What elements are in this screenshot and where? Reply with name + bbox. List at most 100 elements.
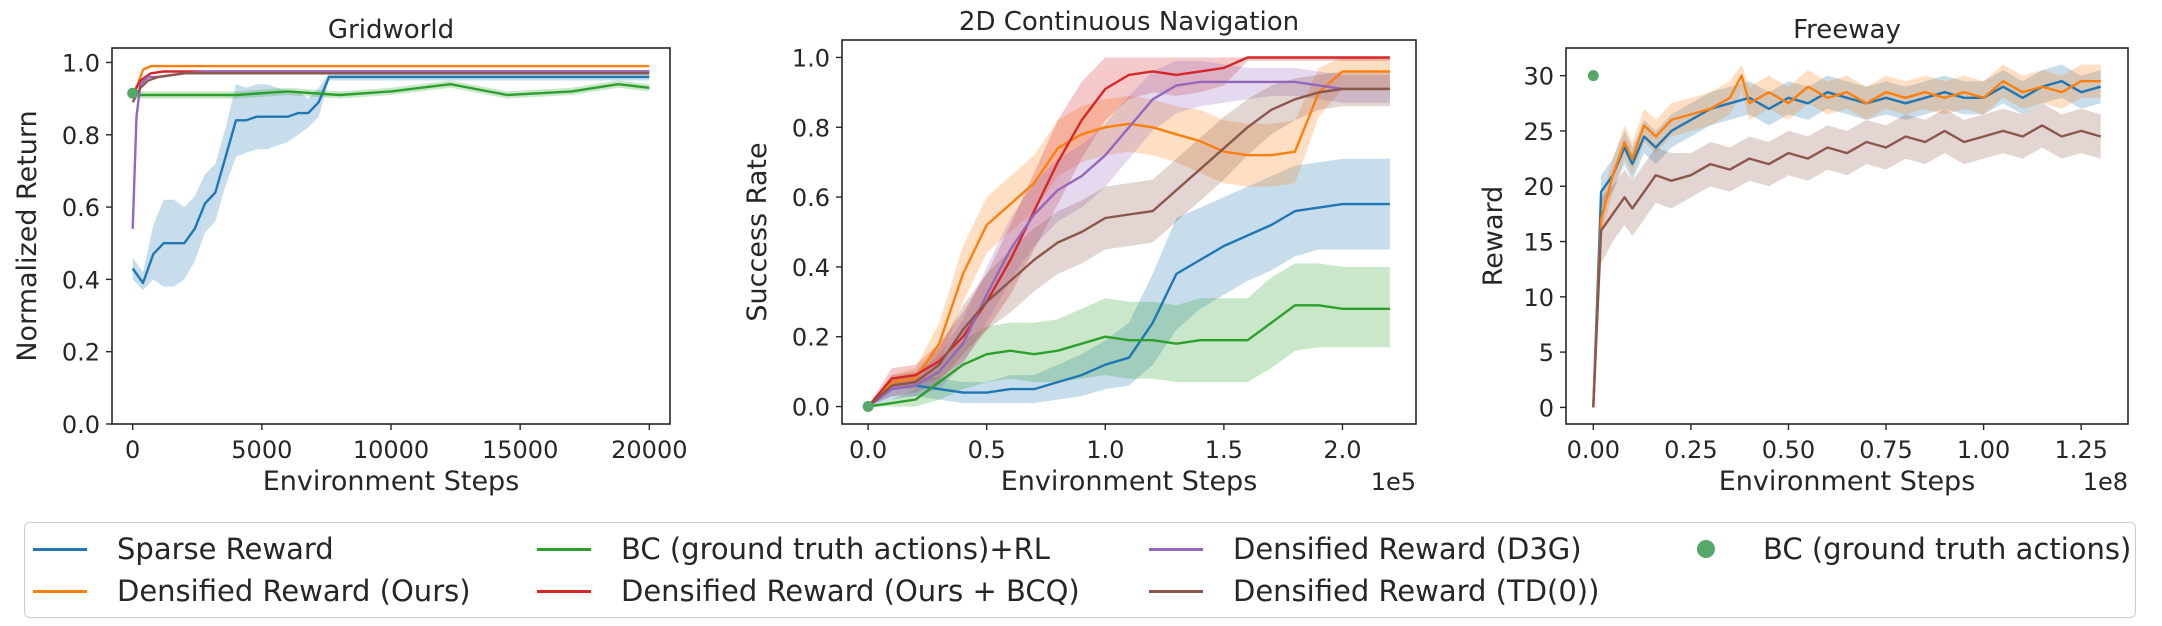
legend-entry-bc-ground-truth: BC (ground truth actions): [1679, 529, 2131, 569]
y-tick-label: 5: [1539, 339, 1554, 367]
legend-swatch: [1149, 589, 1203, 593]
y-tick-label: 0.0: [792, 394, 830, 422]
x-tick-label: 0.00: [1567, 436, 1620, 464]
line-bc-ground-truth-actions-rl: [867, 304, 1390, 408]
y-tick-label: 0.6: [62, 194, 100, 222]
line-densified-reward-d3g: [867, 80, 1390, 408]
y-tick-label: 0.0: [62, 411, 100, 439]
y-tick-label: 30: [1523, 63, 1554, 91]
line-densified-reward-ours: [867, 70, 1390, 408]
legend-swatch: [1149, 547, 1203, 551]
legend-label: Densified Reward (D3G): [1233, 532, 1582, 566]
legend-swatch: [33, 547, 87, 551]
line-densified-reward-ours: [1592, 74, 2101, 408]
axes-frame: [1565, 47, 2129, 425]
y-tick-label: 0.4: [792, 254, 830, 282]
line-densified-reward-td-0: [867, 87, 1390, 408]
chart-title: 2D Continuous Navigation: [959, 7, 1299, 37]
point-bc-ground-truth-actions: [127, 87, 139, 99]
chart-title: Gridworld: [328, 15, 454, 45]
band-sparse-reward: [868, 158, 1390, 407]
legend-label: BC (ground truth actions)+RL: [621, 532, 1050, 566]
legend-label: Sparse Reward: [117, 532, 334, 566]
x-tick-label: 0.25: [1664, 436, 1717, 464]
legend-swatch: [537, 547, 591, 551]
line-sparse-reward: [867, 202, 1390, 408]
x-axis-label: Environment Steps: [1719, 466, 1976, 497]
line-densified-reward-ours-bcq: [867, 56, 1390, 408]
chart-title: Freeway: [1793, 15, 1901, 45]
legend-entry-densified-reward-d3g: Densified Reward (D3G): [1149, 529, 1582, 569]
band-densified-reward-td-0: [1593, 103, 2101, 408]
x-tick-label: 20000: [611, 436, 687, 464]
chart-gridworld: 0 5000 10000 15000 20000 0.0 0.2 0.4 0.6 0.8 1.0 Gr…: [12, 15, 688, 497]
y-axis-label: Success Rate: [742, 142, 773, 321]
x-tick-label: 0.0: [849, 436, 887, 464]
y-tick-label: 1.0: [62, 49, 100, 77]
y-tick-label: 0.4: [62, 266, 100, 294]
legend-dot: [1697, 540, 1715, 558]
legend-label: Densified Reward (TD(0)): [1233, 574, 1600, 608]
line-sparse-reward: [131, 75, 650, 285]
y-tick-label: 15: [1523, 229, 1554, 257]
x-axis-offset-label: 1e8: [2083, 468, 2128, 496]
y-tick-label: 0.6: [792, 184, 830, 212]
chart-2d-continuous-navigation: 0.0 0.5 1.0 1.5 2.0 0.0 0.2 0.4 0.6 0.8 1.0 2D Cont…: [742, 7, 1417, 497]
legend-entry-bc-ground-truth-rl: BC (ground truth actions)+RL: [537, 529, 1050, 569]
legend-label: BC (ground truth actions): [1763, 532, 2132, 566]
line-bc-ground-truth-actions-rl: [132, 82, 650, 97]
x-tick-label: 0: [125, 436, 140, 464]
x-tick-label: 0.75: [1859, 436, 1912, 464]
x-axis-offset-label: 1e5: [1371, 468, 1416, 496]
x-tick-label: 15000: [482, 436, 558, 464]
chart-freeway: 0.00 0.25 0.50 0.75 1.00 1.25 0 5 10 15 20 25 30 Free…: [1478, 15, 2129, 497]
legend-label: Densified Reward (Ours + BCQ): [621, 574, 1080, 608]
axes-frame: [841, 39, 1417, 425]
legend-entry-densified-reward-td0: Densified Reward (TD(0)): [1149, 571, 1599, 611]
y-tick-label: 10: [1523, 284, 1554, 312]
band-densified-reward-td-0: [868, 71, 1390, 407]
legend-swatch: [33, 589, 87, 593]
plot-area: [131, 64, 650, 291]
line-sparse-reward: [1592, 79, 2102, 408]
y-tick-label: 0.2: [62, 339, 100, 367]
plot-area: [1592, 64, 2102, 408]
band-sparse-reward: [1593, 64, 2101, 408]
line-densified-reward-td-0: [1592, 124, 2102, 408]
x-axis-label: Environment Steps: [1001, 466, 1258, 497]
y-axis-label: Reward: [1478, 186, 1509, 287]
point-bc-ground-truth-actions: [862, 401, 874, 413]
legend-entry-sparse-reward: Sparse Reward: [33, 529, 334, 569]
x-tick-label: 1.00: [1957, 436, 2010, 464]
x-tick-label: 0.5: [968, 436, 1006, 464]
y-tick-label: 0: [1539, 394, 1554, 422]
y-tick-label: 25: [1523, 118, 1554, 146]
x-tick-label: 0.50: [1762, 436, 1815, 464]
y-tick-label: 20: [1523, 173, 1554, 201]
legend-entry-densified-reward-ours: Densified Reward (Ours): [33, 571, 471, 611]
band-densified-reward-ours: [1593, 64, 2101, 408]
band-bc-ground-truth-actions-rl: [868, 263, 1390, 407]
y-axis-label: Normalized Return: [12, 110, 43, 361]
y-tick-label: 0.8: [62, 122, 100, 150]
line-densified-reward-ours: [131, 64, 650, 96]
legend-swatch: [537, 589, 591, 593]
x-tick-label: 10000: [353, 436, 429, 464]
legend-label: Densified Reward (Ours): [117, 574, 471, 608]
x-tick-label: 1.0: [1086, 436, 1124, 464]
line-densified-reward-td-0: [131, 72, 650, 103]
band-sparse-reward: [132, 73, 650, 291]
x-tick-label: 1.5: [1205, 436, 1243, 464]
x-axis-label: Environment Steps: [263, 466, 520, 497]
point-bc-ground-truth-actions: [1587, 70, 1599, 82]
legend: Sparse Reward Densified Reward (Ours) BC…: [24, 522, 2136, 618]
x-tick-label: 1.25: [2054, 436, 2107, 464]
y-tick-label: 1.0: [792, 44, 830, 72]
y-tick-label: 0.2: [792, 324, 830, 352]
x-tick-label: 5000: [231, 436, 292, 464]
band-densified-reward-ours: [868, 57, 1390, 407]
y-tick-label: 0.8: [792, 114, 830, 142]
legend-entry-densified-reward-ours-bcq: Densified Reward (Ours + BCQ): [537, 571, 1080, 611]
x-tick-label: 2.0: [1323, 436, 1361, 464]
